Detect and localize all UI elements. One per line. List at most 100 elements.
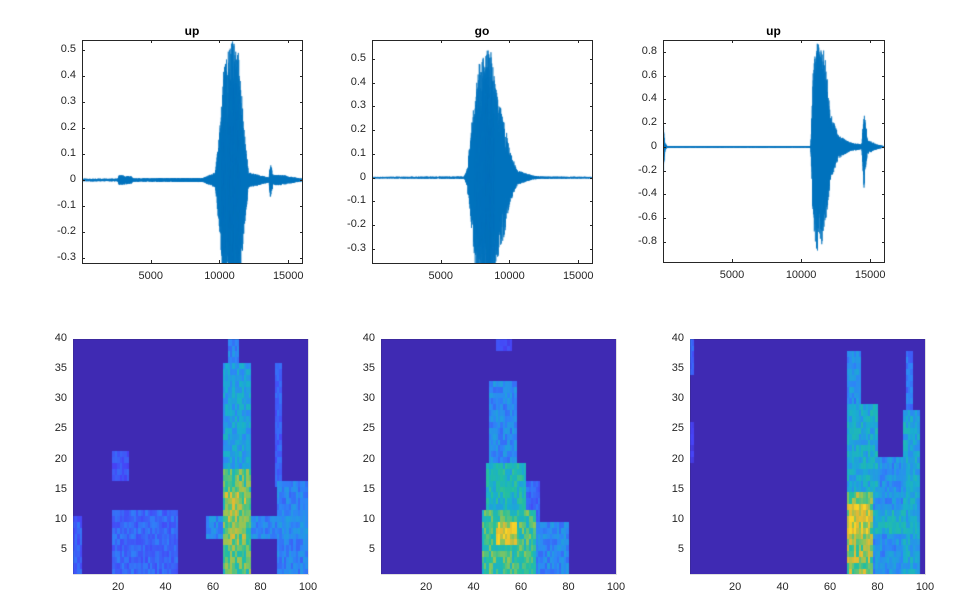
y-tick-label: -0.8 bbox=[638, 234, 657, 247]
y-tick-mark bbox=[663, 123, 666, 125]
y-tick-mark bbox=[590, 225, 593, 227]
y-tick-label: -0.3 bbox=[347, 241, 366, 254]
y-tick-mark bbox=[372, 106, 375, 108]
y-tick-label: -0.2 bbox=[57, 224, 76, 237]
y-tick-mark bbox=[663, 218, 666, 220]
y-tick-label: 25 bbox=[362, 422, 375, 435]
x-tick-label: 5000 bbox=[138, 270, 163, 282]
y-tick-mark bbox=[372, 153, 375, 155]
y-tick-label: 0.3 bbox=[60, 95, 76, 108]
y-tick-mark bbox=[82, 50, 85, 52]
y-tick-label: 0 bbox=[359, 170, 366, 183]
y-tick-mark bbox=[663, 75, 666, 77]
x-tick-label: 100 bbox=[298, 581, 318, 593]
y-tick-mark bbox=[82, 76, 85, 78]
y-tick-mark bbox=[590, 153, 593, 155]
y-tick-mark bbox=[82, 205, 85, 207]
x-tick-label: 20 bbox=[728, 581, 742, 593]
y-tick-mark bbox=[372, 130, 375, 132]
axes-box bbox=[663, 40, 885, 263]
y-tick-mark bbox=[372, 177, 375, 179]
y-tick-mark bbox=[882, 146, 885, 148]
x-tick-mark bbox=[870, 40, 872, 43]
x-tick-label: 80 bbox=[562, 581, 575, 593]
x-tick-label: 15000 bbox=[562, 270, 594, 282]
y-tick-mark bbox=[882, 170, 885, 172]
x-tick-label: 100 bbox=[606, 581, 626, 593]
y-tick-mark bbox=[372, 248, 375, 250]
y-tick-label: -0.3 bbox=[57, 250, 76, 263]
y-tick-mark bbox=[882, 194, 885, 196]
y-tick-mark bbox=[663, 194, 666, 196]
y-tick-mark bbox=[372, 225, 375, 227]
y-tick-label: 5 bbox=[60, 542, 67, 555]
x-tick-label: 5000 bbox=[428, 270, 453, 282]
axes-box bbox=[82, 40, 303, 264]
y-tick-mark bbox=[590, 58, 593, 60]
y-tick-label: 30 bbox=[362, 392, 375, 405]
y-tick-label: 0.3 bbox=[350, 99, 366, 112]
x-tick-mark bbox=[288, 260, 290, 263]
y-tick-mark bbox=[372, 201, 375, 203]
y-tick-mark bbox=[372, 82, 375, 84]
plot-title: go bbox=[474, 24, 490, 38]
x-tick-label: 15000 bbox=[854, 269, 886, 281]
y-tick-label: 0.6 bbox=[641, 68, 657, 81]
y-tick-label: 5 bbox=[677, 542, 684, 555]
y-tick-mark bbox=[882, 51, 885, 53]
y-tick-mark bbox=[82, 102, 85, 104]
x-tick-label: 60 bbox=[206, 581, 220, 593]
y-tick-label: 0.2 bbox=[350, 123, 366, 136]
x-tick-mark bbox=[870, 259, 872, 262]
spectrogram-image bbox=[381, 339, 616, 574]
y-tick-mark bbox=[590, 130, 593, 132]
y-tick-mark bbox=[663, 170, 666, 172]
x-tick-mark bbox=[288, 40, 290, 43]
y-tick-mark bbox=[590, 106, 593, 108]
x-tick-label: 100 bbox=[915, 581, 935, 593]
x-tick-label: 80 bbox=[871, 581, 884, 593]
x-tick-mark bbox=[219, 260, 221, 263]
y-tick-label: 0.1 bbox=[350, 146, 366, 159]
x-tick-mark bbox=[150, 260, 152, 263]
y-tick-mark bbox=[82, 128, 85, 130]
y-tick-mark bbox=[663, 241, 666, 243]
y-tick-mark bbox=[372, 58, 375, 60]
y-tick-label: 0.4 bbox=[60, 69, 76, 82]
y-tick-label: -0.1 bbox=[57, 198, 76, 211]
y-tick-mark bbox=[590, 177, 593, 179]
y-tick-mark bbox=[300, 257, 303, 259]
y-tick-mark bbox=[590, 82, 593, 84]
x-tick-label: 20 bbox=[419, 581, 433, 593]
x-tick-mark bbox=[150, 40, 152, 43]
x-tick-label: 40 bbox=[776, 581, 789, 593]
y-tick-mark bbox=[590, 201, 593, 203]
x-tick-label: 15000 bbox=[272, 270, 304, 282]
y-tick-label: 30 bbox=[54, 392, 67, 405]
y-tick-label: 5 bbox=[368, 542, 375, 555]
plot-title: up bbox=[184, 24, 200, 38]
y-tick-mark bbox=[300, 180, 303, 182]
y-tick-label: 25 bbox=[671, 422, 684, 435]
y-tick-label: 0.4 bbox=[350, 75, 366, 88]
y-tick-label: 40 bbox=[362, 332, 375, 344]
y-tick-mark bbox=[82, 257, 85, 259]
x-tick-mark bbox=[801, 259, 803, 262]
y-tick-label: -0.6 bbox=[638, 211, 657, 224]
y-tick-label: 0.4 bbox=[641, 92, 657, 105]
x-tick-mark bbox=[732, 40, 734, 43]
y-tick-label: 0 bbox=[650, 139, 657, 152]
x-tick-label: 20 bbox=[111, 581, 125, 593]
y-tick-mark bbox=[300, 154, 303, 156]
y-tick-label: 20 bbox=[362, 452, 375, 465]
axes-box bbox=[372, 40, 593, 264]
y-tick-mark bbox=[82, 180, 85, 182]
x-tick-label: 40 bbox=[159, 581, 172, 593]
y-tick-label: 10 bbox=[362, 512, 375, 525]
y-tick-label: 0.2 bbox=[60, 121, 76, 134]
y-tick-label: 30 bbox=[671, 392, 684, 405]
y-tick-label: -0.2 bbox=[638, 163, 657, 176]
